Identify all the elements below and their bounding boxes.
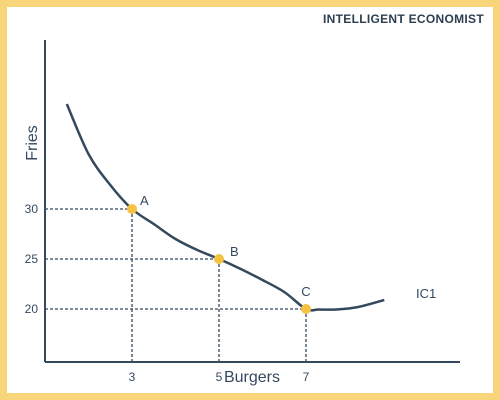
x-tick-label: 5 — [216, 370, 223, 384]
y-tick-label: 25 — [25, 252, 39, 266]
point-label-b: B — [230, 244, 239, 259]
point-a — [127, 204, 137, 214]
point-c — [301, 304, 311, 314]
axes — [44, 40, 460, 363]
x-axis-label: Burgers — [224, 369, 280, 386]
y-tick-label: 20 — [25, 302, 39, 316]
y-tick-label: 30 — [25, 202, 39, 216]
indifference-curve — [65, 103, 385, 312]
point-b — [214, 254, 224, 264]
y-axis-label: Fries — [24, 125, 41, 161]
x-tick-label: 3 — [129, 370, 136, 384]
brand-logo: INTELLIGENT ECONOMIST — [323, 12, 484, 26]
point-label-a: A — [140, 193, 149, 208]
point-markers: A B C — [127, 193, 311, 314]
point-label-c: C — [301, 284, 310, 299]
guide-lines — [45, 208, 307, 362]
x-tick-label: 7 — [303, 370, 310, 384]
series-label-ic1: IC1 — [416, 286, 436, 301]
